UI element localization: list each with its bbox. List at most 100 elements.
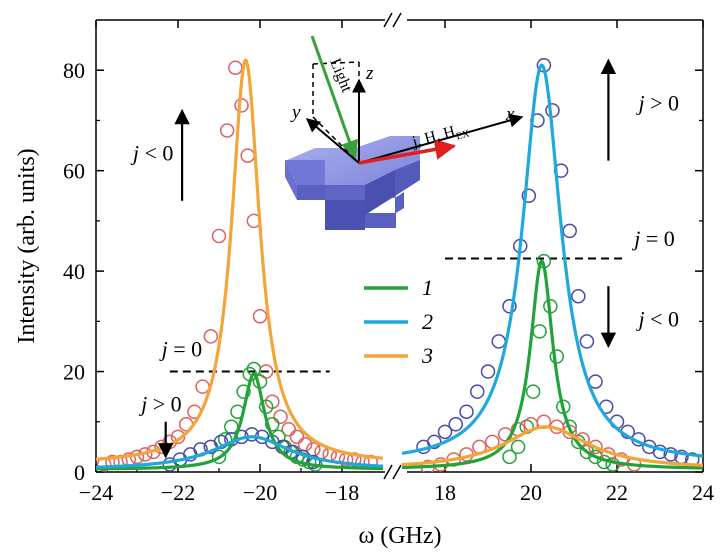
data-point (234, 98, 249, 113)
data-point (571, 288, 586, 304)
x-tick-label: −24 (79, 480, 113, 505)
fit-curve (96, 435, 384, 469)
coordinate-axes (305, 35, 524, 165)
y-axis-label: Intensity (arb. units) (14, 148, 40, 343)
annotation-relation: < 0 (139, 141, 173, 166)
fit-curve (96, 372, 384, 471)
annotation-relation: > 0 (147, 392, 181, 417)
point-series (96, 60, 378, 472)
annotation-symbol: j (631, 226, 640, 251)
fit-curve (96, 58, 384, 461)
light-beam (310, 35, 359, 159)
annotation-symbol: j (636, 90, 645, 115)
annotation-label: j = 0 (159, 336, 203, 361)
data-point (491, 334, 506, 349)
fit-curve (401, 63, 703, 458)
data-point (427, 434, 442, 450)
data-point (195, 379, 210, 394)
data-point (525, 384, 541, 399)
tick-labels: −24 −22 −20 −18 18 20 22 24 0 20 40 60 80 (63, 58, 714, 505)
annotations: j < 0j = 0j > 0j > 0j = 0j < 0 (130, 58, 680, 459)
data-point (211, 449, 227, 465)
data-point (545, 103, 560, 118)
y-tick-label: 80 (63, 58, 85, 83)
legend-label: 1 (422, 275, 433, 300)
annotation-symbol: j (636, 306, 645, 331)
fit-curves (96, 58, 703, 471)
data-point (459, 404, 474, 419)
x-axis-label: ω (GHz) (358, 523, 441, 549)
annotation-relation: = 0 (168, 336, 202, 361)
x-tick-label: 22 (606, 480, 628, 505)
inset-schematic: Light z y x j, H, HEX (285, 35, 524, 230)
sample-cross (285, 136, 420, 230)
data-point (562, 223, 577, 239)
x-tick-label: 20 (520, 480, 542, 505)
y-tick-label: 40 (63, 259, 85, 284)
axis-break-bottom (383, 464, 402, 480)
data-point (244, 427, 260, 442)
annotation-relation: = 0 (640, 226, 674, 251)
annotation-label: j = 0 (631, 226, 675, 251)
annotation-label: j < 0 (636, 306, 680, 331)
data-point (614, 452, 629, 467)
data-point (448, 417, 463, 432)
data-point (502, 449, 517, 465)
data-point (224, 419, 239, 435)
inset-x-label: x (505, 104, 515, 125)
legend-label: 2 (422, 309, 433, 334)
data-point (437, 424, 453, 440)
data-point (532, 324, 547, 339)
current-arrow (358, 138, 457, 165)
annotation-symbol: j (130, 141, 139, 166)
annotation-symbol: j (159, 336, 168, 361)
annotation-label: j > 0 (636, 90, 680, 115)
plot-frame (95, 19, 704, 473)
annotation-symbol: j (138, 392, 147, 417)
data-point (236, 384, 251, 399)
dashed-lines (169, 257, 626, 373)
axis-break-top (383, 12, 402, 28)
fit-curve (401, 259, 703, 470)
data-point (306, 454, 321, 470)
inset-y-label: y (290, 102, 301, 123)
data-point (470, 384, 485, 399)
x-tick-label: 18 (434, 480, 456, 505)
legend: 1 2 3 (364, 275, 433, 368)
data-point (228, 60, 243, 75)
y-tick-label: 60 (63, 159, 85, 184)
point-series (416, 57, 700, 467)
data-point (273, 409, 288, 425)
x-tick-label: −22 (161, 480, 195, 505)
data-point (579, 444, 595, 460)
data-point (240, 148, 255, 163)
data-point (252, 309, 268, 324)
point-series (502, 253, 620, 472)
data-point (281, 422, 296, 437)
data-point (480, 364, 496, 379)
legend-label: 3 (421, 343, 433, 368)
data-point (588, 439, 603, 455)
data-point (502, 299, 517, 314)
data-point (521, 188, 537, 204)
inset-current-sub: EX (455, 128, 471, 142)
data-point (579, 334, 595, 349)
annotation-relation: < 0 (645, 306, 679, 331)
annotation-label: j > 0 (138, 392, 182, 417)
fit-curve (401, 425, 703, 467)
x-tick-label: −18 (325, 480, 359, 505)
data-point (203, 329, 219, 344)
data-point (510, 439, 526, 455)
annotation-relation: > 0 (645, 90, 679, 115)
annotation-label: j < 0 (130, 141, 174, 166)
x-tick-label: 24 (692, 480, 714, 505)
data-point (211, 228, 227, 244)
data-point (219, 123, 235, 138)
y-tick-label: 0 (74, 460, 85, 485)
data-point (265, 417, 280, 432)
inset-z-label: z (365, 63, 374, 84)
x-tick-label: −20 (243, 480, 277, 505)
y-tick-label: 20 (63, 360, 85, 385)
data-point (289, 429, 305, 445)
